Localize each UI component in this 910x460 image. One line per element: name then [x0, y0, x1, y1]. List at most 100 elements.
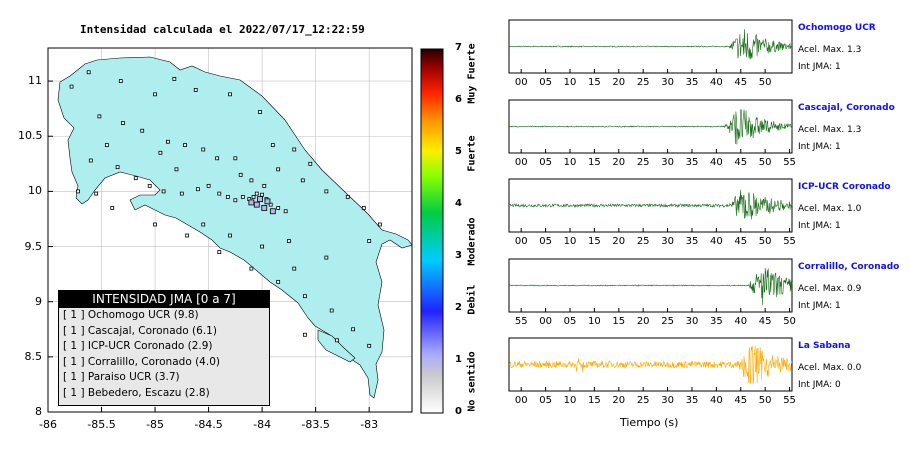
colorbar-tick-label: 7	[455, 42, 462, 53]
waveform-tick-label: 05	[539, 236, 552, 247]
station-marker	[286, 239, 291, 243]
legend-title: INTENSIDAD JMA [0 a 7]	[58, 290, 270, 308]
colorbar-tick-label: 1	[455, 354, 462, 365]
waveform-tick-label: 05	[539, 77, 552, 88]
map-x-tick-label: -86	[39, 418, 57, 431]
map-x-tick-label: -85.5	[87, 418, 116, 431]
station-markers	[69, 70, 382, 348]
station-marker	[308, 161, 313, 166]
waveform-tick-label: 15	[612, 316, 625, 327]
station-marker	[251, 195, 256, 199]
station-marker	[110, 206, 115, 210]
station-jma: Int JMA: 1	[798, 301, 841, 311]
waveform-trace	[508, 267, 793, 306]
waveform-tick-label: 05	[564, 316, 577, 327]
waveform-tick-label: 40	[710, 77, 723, 88]
station-marker	[276, 167, 281, 172]
station-marker	[201, 222, 206, 227]
station-marker	[94, 191, 99, 196]
waveform-trace	[508, 29, 793, 60]
station-marker	[104, 143, 109, 147]
station-marker	[303, 294, 307, 299]
station-marker	[172, 76, 177, 81]
waveform-tick-label: 55	[515, 316, 528, 327]
station-marker	[140, 128, 145, 133]
intensity-colorbar	[420, 48, 444, 414]
station-marker	[121, 121, 125, 125]
waveform-tick-label: 10	[564, 395, 577, 406]
station-marker	[118, 79, 123, 83]
station-marker	[228, 92, 232, 97]
station-marker	[133, 176, 138, 181]
legend-entry: [ 1 ] ICP-UCR Coronado (2.9)	[63, 340, 213, 352]
waveform-panel: 55 00 05 10 15 20 25 30 35 40 45 50	[508, 258, 796, 327]
station-marker	[300, 178, 305, 183]
station-name: Cascajal, Coronado	[798, 103, 895, 113]
map-x-tick-label: -84.5	[194, 418, 223, 431]
waveform-tick-label: 45	[734, 236, 747, 247]
station-marker	[153, 222, 157, 227]
legend-entry: [ 1 ] Corralillo, Coronado (4.0)	[63, 355, 220, 368]
waveform-tick-label: 35	[686, 157, 699, 168]
station-marker	[238, 172, 243, 177]
station-marker-active	[261, 205, 268, 211]
colorbar-tick-label: 6	[455, 94, 462, 105]
station-marker	[183, 143, 187, 147]
waveform-tick-label: 10	[564, 236, 577, 247]
waveform-tick-label: 55	[783, 236, 796, 247]
time-axis-label: Tiempo (s)	[620, 416, 679, 429]
map-x-tick-label: -84	[253, 418, 272, 431]
waveform-tick-label: 00	[515, 77, 528, 88]
waveform-tick-label: 55	[783, 395, 796, 406]
station-marker	[174, 167, 179, 172]
waveform-tick-label: 45	[734, 77, 747, 88]
station-marker	[217, 250, 222, 254]
waveform-tick-label: 35	[710, 316, 723, 327]
station-marker	[97, 114, 102, 119]
colorbar-tick-label: 3	[455, 250, 462, 261]
station-marker	[260, 244, 265, 249]
station-marker	[351, 327, 356, 332]
waveform-tick-label: 35	[686, 236, 699, 247]
waveform-tick-label: 30	[661, 236, 674, 247]
waveform-tick-label: 05	[539, 395, 552, 406]
waveform-tick-label: 20	[612, 395, 625, 406]
colorbar-tick-label: 2	[455, 302, 462, 313]
station-marker	[153, 92, 157, 97]
station-marker-active	[248, 199, 255, 206]
station-marker	[193, 88, 198, 92]
station-marker	[270, 143, 275, 147]
waveform-tick-label: 10	[564, 77, 577, 88]
map-x-tick-label: -85	[146, 418, 165, 431]
station-jma: Int JMA: 0	[798, 380, 841, 390]
station-marker	[249, 266, 254, 271]
station-marker	[179, 191, 184, 196]
station-marker	[88, 158, 93, 163]
waveform-tick-label: 45	[734, 395, 747, 406]
waveform-tick-label: 30	[661, 77, 674, 88]
waveform-tick-label: 40	[710, 395, 723, 406]
station-marker	[249, 178, 254, 183]
waveform-tick-label: 25	[637, 395, 650, 406]
map-y-tick-label: 9	[35, 294, 42, 308]
station-pga: Acel. Max. 0.0	[798, 363, 862, 373]
station-marker	[367, 343, 372, 348]
waveform-tick-label: 00	[515, 157, 528, 168]
waveform-tick-label: 30	[661, 395, 674, 406]
waveform-tick-label: 40	[734, 316, 747, 327]
waveform-tick-label: 00	[539, 316, 552, 327]
station-marker-active	[269, 208, 276, 215]
station-marker	[233, 156, 238, 161]
colorbar-tick-label: 5	[455, 146, 462, 157]
map-axes	[47, 47, 413, 413]
waveform-tick-label: 50	[759, 236, 772, 247]
station-marker	[228, 233, 232, 238]
station-marker	[76, 189, 80, 194]
station-marker	[260, 192, 265, 197]
station-pga: Acel. Max. 1.0	[798, 204, 862, 214]
station-marker	[225, 195, 230, 199]
waveform-tick-label: 40	[710, 236, 723, 247]
colorbar-tick-label: 0	[455, 406, 462, 417]
waveform-tick-label: 20	[612, 77, 625, 88]
station-marker	[303, 332, 307, 337]
